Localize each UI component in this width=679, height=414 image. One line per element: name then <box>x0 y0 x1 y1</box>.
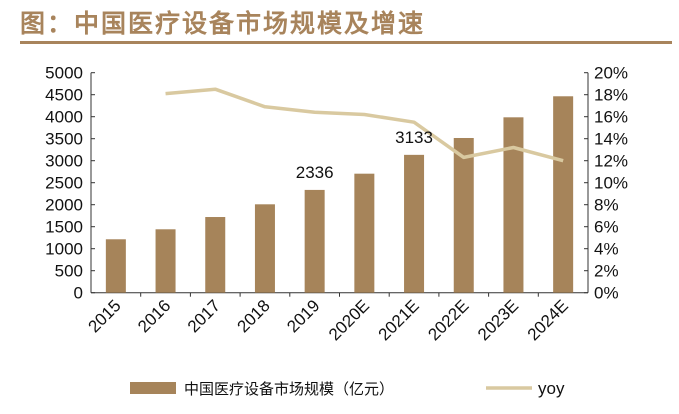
x-tick-label: 2023E <box>474 296 522 344</box>
left-tick-label: 3500 <box>45 130 83 149</box>
bar-2017 <box>205 217 226 293</box>
x-tick-label: 2015 <box>84 296 124 336</box>
x-tick-label: 2024E <box>524 296 572 344</box>
x-tick-label: 2021E <box>375 296 423 344</box>
right-tick-label: 4% <box>594 240 619 259</box>
left-tick-label: 4000 <box>45 108 83 127</box>
right-tick-label: 2% <box>594 262 619 281</box>
legend-bar-label: 中国医疗设备市场规模（亿元） <box>184 381 394 398</box>
right-tick-label: 8% <box>594 196 619 215</box>
right-tick-label: 16% <box>594 108 628 127</box>
data-label: 2336 <box>296 163 334 182</box>
bar-2024E <box>553 96 574 293</box>
x-tick-label: 2016 <box>134 296 174 336</box>
legend-line-label: yoy <box>538 379 565 398</box>
bar-2020E <box>354 173 375 293</box>
right-tick-label: 10% <box>594 174 628 193</box>
right-tick-label: 12% <box>594 152 628 171</box>
left-tick-label: 1000 <box>45 240 83 259</box>
left-tick-label: 4500 <box>45 86 83 105</box>
left-tick-label: 3000 <box>45 152 83 171</box>
bar-2022E <box>453 137 474 293</box>
right-tick-label: 0% <box>594 284 619 303</box>
bar-2023E <box>503 117 524 293</box>
bar-2016 <box>155 229 176 293</box>
left-tick-label: 2500 <box>45 174 83 193</box>
x-tick-label: 2019 <box>283 296 323 336</box>
left-tick-label: 500 <box>55 262 83 281</box>
data-label: 3133 <box>395 128 433 147</box>
left-tick-label: 5000 <box>45 64 83 83</box>
x-tick-label: 2018 <box>234 296 274 336</box>
right-tick-label: 20% <box>594 64 628 83</box>
x-tick-label: 2022E <box>424 296 472 344</box>
bar-2021E <box>404 154 425 293</box>
bar-2019 <box>304 189 325 293</box>
right-tick-label: 18% <box>594 86 628 105</box>
title-underline <box>20 41 672 44</box>
right-tick-label: 6% <box>594 218 619 237</box>
left-tick-label: 0 <box>74 284 83 303</box>
x-tick-label: 2020E <box>325 296 373 344</box>
right-tick-label: 14% <box>594 130 628 149</box>
left-tick-label: 1500 <box>45 218 83 237</box>
legend-bar-swatch <box>130 382 176 394</box>
left-tick-label: 2000 <box>45 196 83 215</box>
chart-title: 图：中国医疗设备市场规模及增速 <box>20 9 426 38</box>
bar-2015 <box>105 239 126 293</box>
x-tick-label: 2017 <box>184 296 224 336</box>
bar-2018 <box>254 204 275 293</box>
